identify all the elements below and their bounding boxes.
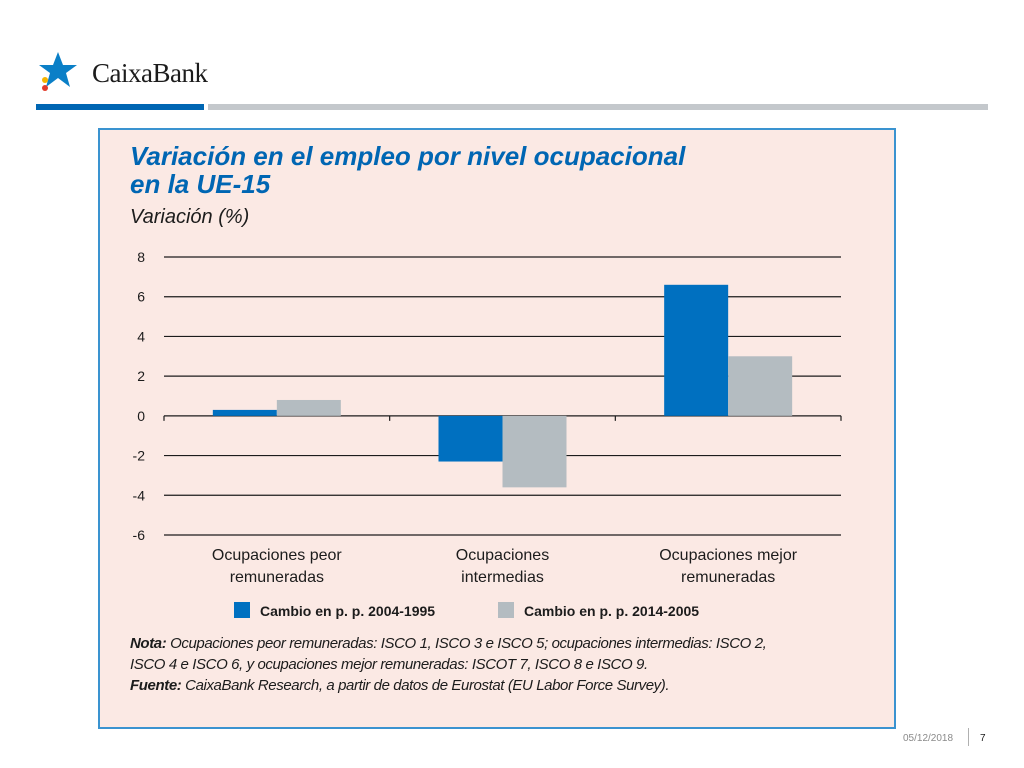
bar-chart: 8 6 4 2 0 -2 -4 -6 Ocupaciones peor remuneradas Oc… bbox=[133, 249, 842, 619]
legend-label: Cambio en p. p. 2004-1995 bbox=[260, 603, 435, 619]
y-tick-label: -4 bbox=[133, 487, 146, 503]
bar-1-3 bbox=[664, 284, 729, 416]
note-line-2: ISCO 4 e ISCO 6, y ocupaciones mejor rem… bbox=[130, 656, 648, 673]
y-tick-label: -2 bbox=[133, 448, 146, 464]
x-category-label: Ocupaciones bbox=[456, 547, 549, 564]
chart-title-line-2: en la UE-15 bbox=[130, 169, 271, 199]
y-tick-label: -6 bbox=[133, 527, 146, 543]
x-category-label: Ocupaciones mejor bbox=[659, 547, 798, 564]
y-axis-label: Variación (%) bbox=[130, 206, 250, 228]
footer-separator bbox=[968, 728, 969, 746]
page-number: 7 bbox=[980, 733, 986, 744]
y-tick-label: 0 bbox=[137, 408, 145, 424]
legend-swatch bbox=[498, 602, 514, 618]
legend-swatch bbox=[234, 602, 250, 618]
x-category-label: remuneradas bbox=[230, 569, 324, 586]
legend-label: Cambio en p. p. 2014-2005 bbox=[524, 603, 699, 619]
chart-title: Variación en el empleo por nivel ocupaci… bbox=[130, 142, 685, 198]
header-divider-grey bbox=[208, 104, 988, 110]
caixabank-star-logo-icon bbox=[39, 52, 77, 91]
bar-2-2 bbox=[502, 415, 567, 488]
note-line-1: Nota: Ocupaciones peor remuneradas: ISCO… bbox=[130, 635, 767, 652]
y-tick-label: 6 bbox=[137, 289, 145, 305]
bar-1-1 bbox=[212, 409, 277, 416]
y-tick-label: 8 bbox=[137, 249, 145, 265]
footer-date: 05/12/2018 bbox=[903, 733, 954, 744]
y-tick-label: 2 bbox=[137, 368, 145, 384]
y-tick-label: 4 bbox=[137, 328, 145, 344]
brand-name: CaixaBank bbox=[92, 58, 208, 88]
note-label: Nota: bbox=[130, 635, 167, 652]
chart-panel: Variación en el empleo por nivel ocupaci… bbox=[98, 128, 896, 729]
source-line: Fuente: CaixaBank Research, a partir de … bbox=[130, 677, 670, 694]
chart-title-line-1: Variación en el empleo por nivel ocupaci… bbox=[130, 141, 686, 171]
x-category-label: remuneradas bbox=[681, 569, 775, 586]
x-category-label: Ocupaciones peor bbox=[212, 547, 343, 564]
note-text-1: Ocupaciones peor remuneradas: ISCO 1, IS… bbox=[166, 635, 767, 652]
logo-dot-red bbox=[42, 85, 48, 91]
logo-dot-yellow bbox=[42, 77, 48, 83]
source-text: CaixaBank Research, a partir de datos de… bbox=[181, 677, 670, 694]
x-category-label: intermedias bbox=[461, 569, 544, 586]
bar-2-3 bbox=[728, 356, 793, 416]
bar-1-2 bbox=[438, 415, 503, 462]
source-label: Fuente: bbox=[130, 677, 182, 694]
star-shape bbox=[39, 52, 77, 87]
bar-2-1 bbox=[276, 399, 341, 416]
header-divider-blue bbox=[36, 104, 204, 110]
